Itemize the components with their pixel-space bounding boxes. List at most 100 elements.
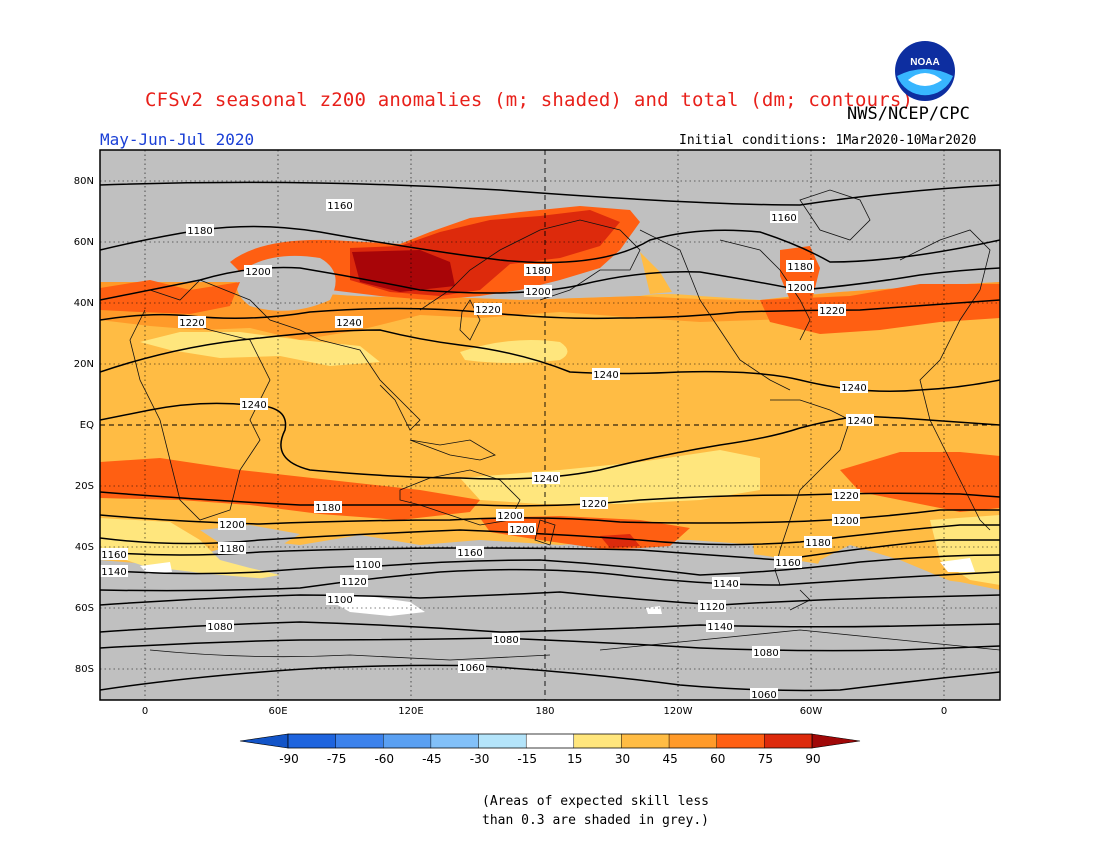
noaa-logo-text: NOAA	[910, 57, 939, 68]
svg-text:1100: 1100	[327, 595, 352, 606]
lon-label: 120E	[398, 706, 423, 717]
noaa-logo: NOAA	[895, 41, 955, 101]
contour-label: 1200	[508, 523, 536, 536]
colorbar-tick-label: 45	[662, 752, 677, 766]
svg-text:1240: 1240	[336, 318, 361, 329]
contour-label: 1240	[846, 414, 874, 427]
colorbar-tick-label: -45	[422, 752, 442, 766]
colorbar-cell	[764, 733, 813, 749]
contour-label: 1180	[218, 542, 246, 555]
contour-label: 1240	[840, 381, 868, 394]
contour-label: 1180	[786, 260, 814, 273]
contour-label: 1220	[818, 304, 846, 317]
colorbar-high-arrow	[811, 733, 861, 749]
contour-label: 1200	[496, 509, 524, 522]
contour-label: 1080	[492, 633, 520, 646]
svg-text:1160: 1160	[457, 548, 482, 559]
contour-label: 1200	[524, 285, 552, 298]
lat-label: 20S	[75, 481, 94, 492]
contour-label: 1060	[458, 661, 486, 674]
contour-label: 1180	[804, 536, 832, 549]
svg-text:1220: 1220	[833, 491, 858, 502]
contour-label: 1160	[770, 211, 798, 224]
svg-text:1180: 1180	[787, 262, 812, 273]
contour-label: 1200	[786, 281, 814, 294]
contour-label: 1220	[832, 489, 860, 502]
colorbar-cell	[668, 733, 717, 749]
contour-label: 1140	[706, 620, 734, 633]
lat-label: 80N	[74, 176, 94, 187]
svg-text:1180: 1180	[187, 226, 212, 237]
colorbar-low-arrow	[239, 733, 289, 749]
lat-label: 40S	[75, 542, 94, 553]
contour-label: 1160	[456, 546, 484, 559]
contour-label: 1120	[340, 575, 368, 588]
lon-label: 0	[142, 706, 148, 717]
footnote-line-1: (Areas of expected skill less	[482, 794, 709, 809]
svg-text:1180: 1180	[219, 544, 244, 555]
svg-text:1200: 1200	[497, 511, 522, 522]
lat-label: 40N	[74, 298, 94, 309]
contour-label: 1240	[335, 316, 363, 329]
colorbar-tick-label: -15	[517, 752, 537, 766]
contour-label: 1240	[240, 398, 268, 411]
svg-text:1220: 1220	[475, 305, 500, 316]
colorbar-cell	[383, 733, 432, 749]
forecast-period: May-Jun-Jul 2020	[100, 130, 255, 149]
contour-label: 1180	[186, 224, 214, 237]
svg-text:1060: 1060	[751, 690, 776, 701]
contour-label: 1160	[100, 548, 128, 561]
contour-label: 1200	[244, 265, 272, 278]
svg-text:1160: 1160	[327, 201, 352, 212]
svg-text:1160: 1160	[771, 213, 796, 224]
svg-text:1220: 1220	[581, 499, 606, 510]
svg-text:1200: 1200	[509, 525, 534, 536]
colorbar-cell	[621, 733, 670, 749]
svg-text:1060: 1060	[459, 663, 484, 674]
colorbar-cell	[573, 733, 622, 749]
longitude-labels: 0 60E 120E 180 120W 60W 0	[142, 706, 947, 717]
contour-label: 1140	[712, 577, 740, 590]
contour-label: 1240	[592, 368, 620, 381]
contour-label: 1220	[178, 316, 206, 329]
contour-labels: 1160 1160 1180 1180 1180 1200 1200 1200 …	[100, 199, 874, 701]
contour-label: 1240	[532, 472, 560, 485]
colorbar-tick-label: 15	[567, 752, 582, 766]
chart-title: CFSv2 seasonal z200 anomalies (m; shaded…	[145, 89, 914, 111]
svg-text:1240: 1240	[241, 400, 266, 411]
contour-label: 1200	[218, 518, 246, 531]
colorbar-tick-label: 90	[805, 752, 820, 766]
svg-text:1180: 1180	[805, 538, 830, 549]
contour-label: 1060	[750, 688, 778, 701]
colorbar-cell	[430, 733, 479, 749]
contour-label: 1220	[474, 303, 502, 316]
colorbar-cells	[287, 733, 813, 749]
map-frame	[99, 149, 1001, 701]
latitude-labels: 80N 60N 40N 20N EQ 20S 40S 60S 80S	[74, 176, 94, 675]
height-contours	[100, 181, 1000, 692]
contour-label: 1160	[326, 199, 354, 212]
colorbar-cell	[335, 733, 384, 749]
contour-label: 1140	[100, 565, 128, 578]
colorbar-tick-label: 30	[615, 752, 630, 766]
lat-label: 60S	[75, 603, 94, 614]
svg-text:1160: 1160	[775, 558, 800, 569]
contour-label: 1220	[580, 497, 608, 510]
contour-label: 1080	[206, 620, 234, 633]
svg-text:1080: 1080	[753, 648, 778, 659]
colorbar-tick-label: 75	[758, 752, 773, 766]
colorbar-tick-label: -30	[470, 752, 490, 766]
footnote-line-2: than 0.3 are shaded in grey.)	[482, 813, 709, 828]
svg-text:1140: 1140	[713, 579, 738, 590]
lat-label: 60N	[74, 237, 94, 248]
lon-label: 60E	[268, 706, 287, 717]
colorbar-cell	[525, 733, 575, 749]
skill-footnote: (Areas of expected skill less than 0.3 a…	[482, 792, 709, 830]
svg-text:1240: 1240	[533, 474, 558, 485]
svg-text:1200: 1200	[219, 520, 244, 531]
lat-label: 20N	[74, 359, 94, 370]
lat-label: 80S	[75, 664, 94, 675]
colorbar-tick-label: -75	[327, 752, 347, 766]
svg-text:1180: 1180	[525, 266, 550, 277]
colorbar-tick-label: 60	[710, 752, 725, 766]
